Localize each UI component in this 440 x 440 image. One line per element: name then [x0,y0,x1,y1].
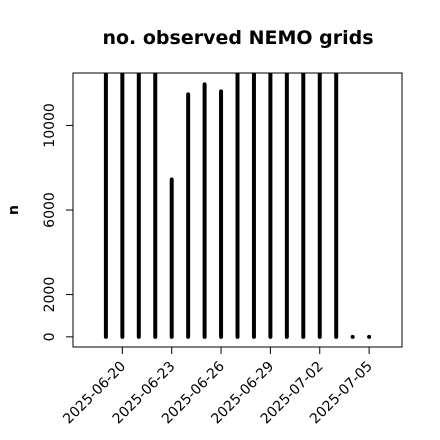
y-tick-label: 0 [42,332,58,341]
plot-area [103,73,372,339]
chart-title: no. observed NEMO grids [102,27,373,49]
y-tick-label: 6000 [42,192,58,228]
y-tick-label: 2000 [42,277,58,313]
y-axis-label: n [6,205,22,215]
y-tick-label: 10000 [42,103,58,148]
